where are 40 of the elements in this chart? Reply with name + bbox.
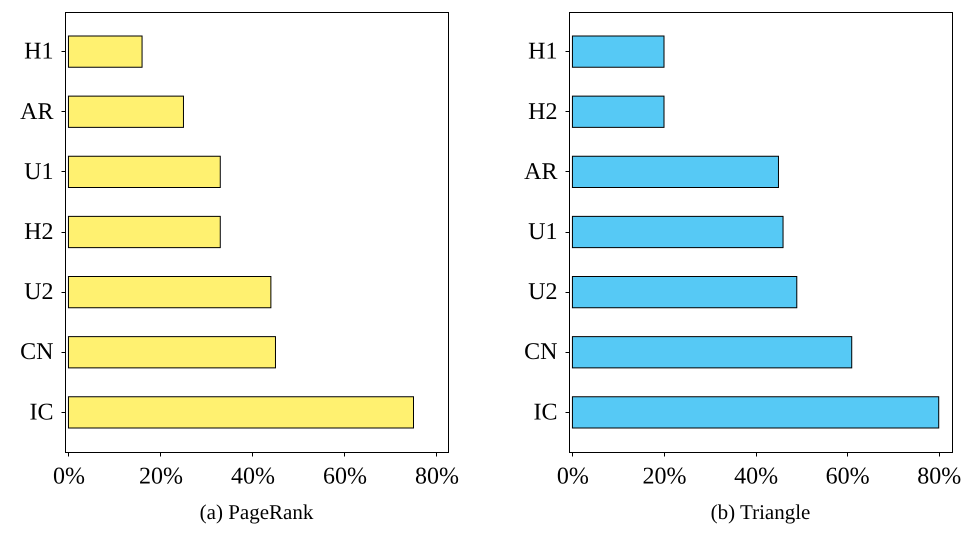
x-tick-label: 80% bbox=[917, 464, 962, 490]
y-tick-label: H1 bbox=[528, 38, 558, 65]
x-tick-label: 40% bbox=[230, 464, 275, 490]
x-tick-label: 20% bbox=[138, 464, 183, 490]
bar bbox=[68, 216, 221, 248]
y-tick-label: CN bbox=[20, 339, 54, 366]
bar bbox=[572, 36, 665, 68]
bar bbox=[572, 276, 798, 308]
x-tick-label: 40% bbox=[734, 464, 778, 490]
y-tick-label: U2 bbox=[24, 279, 54, 306]
x-tick-label: 60% bbox=[826, 464, 870, 490]
y-tick-label: H1 bbox=[24, 38, 54, 65]
x-tick-label: 60% bbox=[322, 464, 367, 490]
bar bbox=[572, 396, 940, 428]
y-tick-label: AR bbox=[524, 158, 558, 185]
y-tick-label: U1 bbox=[528, 219, 558, 245]
bar bbox=[68, 96, 184, 128]
x-tick-label: 80% bbox=[415, 464, 459, 490]
bar bbox=[68, 276, 272, 308]
y-tick-label: IC bbox=[534, 399, 558, 426]
x-tick-label: 20% bbox=[642, 464, 687, 490]
bar bbox=[68, 396, 414, 428]
y-tick-label: U1 bbox=[24, 158, 54, 185]
text: (b) Triangle bbox=[710, 500, 810, 524]
y-tick-label: IC bbox=[30, 399, 54, 426]
y-tick-label: AR bbox=[20, 98, 54, 125]
y-tick-label: CN bbox=[524, 339, 558, 366]
bar bbox=[572, 156, 779, 188]
text: (a) PageRank bbox=[200, 500, 314, 524]
bar bbox=[572, 336, 852, 368]
bar bbox=[68, 36, 143, 68]
x-tick-label: 0% bbox=[52, 464, 85, 490]
bar bbox=[68, 336, 276, 368]
bar bbox=[572, 96, 665, 128]
y-tick-label: H2 bbox=[24, 219, 54, 245]
bar bbox=[68, 156, 221, 188]
bar bbox=[572, 216, 784, 248]
y-tick-label: U2 bbox=[528, 279, 558, 306]
y-tick-label: H2 bbox=[528, 98, 558, 125]
x-tick-label: 0% bbox=[556, 464, 589, 490]
